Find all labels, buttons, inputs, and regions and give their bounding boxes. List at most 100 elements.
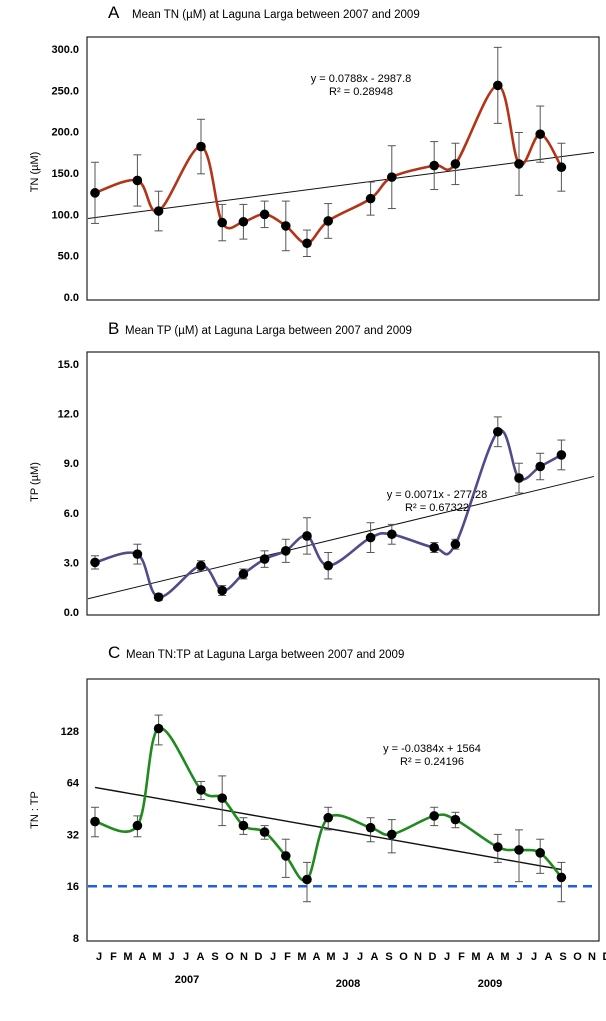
panel-c-data-point [259, 827, 270, 837]
panel-a-data-point [535, 129, 545, 139]
month-tick-label: M [471, 951, 480, 963]
panel-c-data-point [365, 822, 376, 833]
month-tick-label: N [414, 951, 422, 963]
panel-a-y-tick-label: 50.0 [58, 251, 79, 263]
panel-a-data-point [429, 160, 440, 171]
panel-b-trendline [87, 475, 595, 600]
year-label: 2008 [336, 978, 360, 990]
panel-c-title: Mean TN:TP at Laguna Larga between 2007 … [126, 649, 404, 661]
month-tick-label: A [313, 951, 321, 963]
panel-c-data-point [196, 785, 206, 795]
panel-a-data-point [238, 216, 249, 227]
month-tick-label: J [342, 951, 348, 963]
panel-a-r-squared: R² = 0.28948 [329, 86, 393, 98]
panel-c-y-axis-label: TN : TP [29, 791, 41, 829]
month-tick-label: M [297, 951, 306, 963]
panel-b-y-tick-label: 0.0 [64, 607, 79, 619]
panel-c: C Mean TN:TP at Laguna Larga between 200… [29, 643, 606, 990]
panel-a-data-point [365, 193, 376, 204]
month-tick-label: M [152, 951, 161, 963]
month-tick-label: A [139, 951, 147, 963]
panel-a-points [90, 80, 567, 249]
panel-c-plot-frame [86, 678, 600, 942]
panel-a: A Mean TN (µM) at Laguna Larga between 2… [29, 3, 600, 304]
panel-c-data-point [238, 820, 249, 831]
panel-a-trendline [87, 151, 595, 219]
panel-c-data-point [323, 812, 334, 823]
year-label: 2007 [175, 974, 199, 986]
panel-c-data-point [281, 851, 291, 861]
month-tick-label: A [371, 951, 379, 963]
panel-c-data-point [514, 845, 524, 855]
panel-b-y-ticks: 0.0 3.0 6.0 9.0 12.0 15.0 [58, 359, 79, 619]
panel-a-data-point [281, 221, 291, 231]
month-tick-label: J [357, 951, 363, 963]
panel-b-y-axis-label: TP (µM) [29, 462, 41, 502]
panel-b-data-point [556, 450, 567, 460]
panel-a-y-tick-label: 100.0 [51, 209, 79, 221]
panel-b-y-tick-label: 12.0 [58, 409, 79, 421]
month-tick-label: D [603, 951, 606, 963]
panel-a-y-axis-label: TN (µM) [29, 152, 41, 193]
panel-c-x-axis-year-labels: 2007 2008 2009 [175, 974, 502, 990]
panel-b-letter: B [108, 319, 119, 338]
panel-a-series-line [94, 84, 563, 245]
panel-b-trend-equation: y = 0.0071x - 277.28 [387, 489, 488, 501]
panel-b-points [90, 426, 567, 602]
panel-a-data-point [323, 216, 334, 226]
month-tick-label: M [326, 951, 335, 963]
panel-a-y-tick-label: 0.0 [64, 292, 79, 304]
panel-c-y-tick-label: 64 [67, 778, 80, 790]
panel-a-letter: A [108, 3, 120, 22]
panel-b-data-point [217, 585, 227, 596]
month-tick-label: J [270, 951, 276, 963]
month-tick-label: M [123, 951, 132, 963]
panel-b-data-point [387, 529, 397, 540]
panel-b-data-point [302, 531, 312, 541]
panel-b-data-point [450, 539, 461, 550]
panel-b-y-tick-label: 9.0 [64, 458, 79, 470]
panel-c-y-tick-label: 128 [61, 726, 79, 738]
panel-b-data-point [238, 569, 249, 579]
panel-b-error-bars [91, 416, 566, 601]
panel-c-data-point [217, 793, 227, 803]
panel-c-data-point [556, 872, 567, 883]
month-tick-label: N [588, 951, 596, 963]
panel-b-title: Mean TP (µM) at Laguna Larga between 200… [125, 325, 412, 337]
month-tick-label: D [255, 951, 263, 963]
month-tick-label: O [399, 951, 408, 963]
month-tick-label: M [500, 951, 509, 963]
month-tick-label: J [516, 951, 522, 963]
month-tick-label: S [385, 951, 392, 963]
panel-b-trendline [87, 475, 595, 600]
panel-b-data-point [196, 560, 206, 571]
panel-a-data-point [90, 188, 100, 198]
month-tick-label: J [531, 951, 537, 963]
panel-c-x-axis-month-labels: JFMAMJJASONDJFMAMJJASONDJFMAMJJASOND [96, 951, 606, 963]
panel-a-data-point [450, 159, 461, 169]
panel-a-data-point [196, 141, 206, 152]
month-tick-label: O [573, 951, 582, 963]
panel-a-data-point [302, 238, 312, 249]
panel-a-data-point [556, 162, 567, 173]
panel-b: B Mean TP (µM) at Laguna Larga between 2… [29, 319, 600, 619]
panel-b-data-point [535, 461, 545, 472]
panel-b-y-tick-label: 3.0 [64, 557, 79, 569]
panel-a-data-point [153, 206, 164, 216]
month-tick-label: J [168, 951, 174, 963]
panel-a-data-point [132, 175, 143, 186]
panel-a-data-point [217, 217, 227, 228]
panel-a-data-point [514, 159, 524, 169]
panel-a-title: Mean TN (µM) at Laguna Larga between 200… [132, 9, 420, 21]
panel-a-data-point [493, 80, 503, 91]
panel-a-trend-equation: y = 0.0788x - 2987.8 [311, 73, 412, 85]
panel-b-r-squared: R² = 0.67322 [405, 502, 469, 514]
panel-a-y-tick-label: 150.0 [51, 168, 79, 180]
month-tick-label: S [211, 951, 218, 963]
panel-b-plot-frame [86, 351, 600, 616]
panel-c-y-ticks: 8 16 32 64 128 [61, 726, 80, 945]
panel-c-trend-equation: y = -0.0384x + 1564 [383, 743, 481, 755]
panel-c-data-point [535, 848, 545, 858]
month-tick-label: A [545, 951, 553, 963]
panel-b-data-point [493, 426, 503, 437]
